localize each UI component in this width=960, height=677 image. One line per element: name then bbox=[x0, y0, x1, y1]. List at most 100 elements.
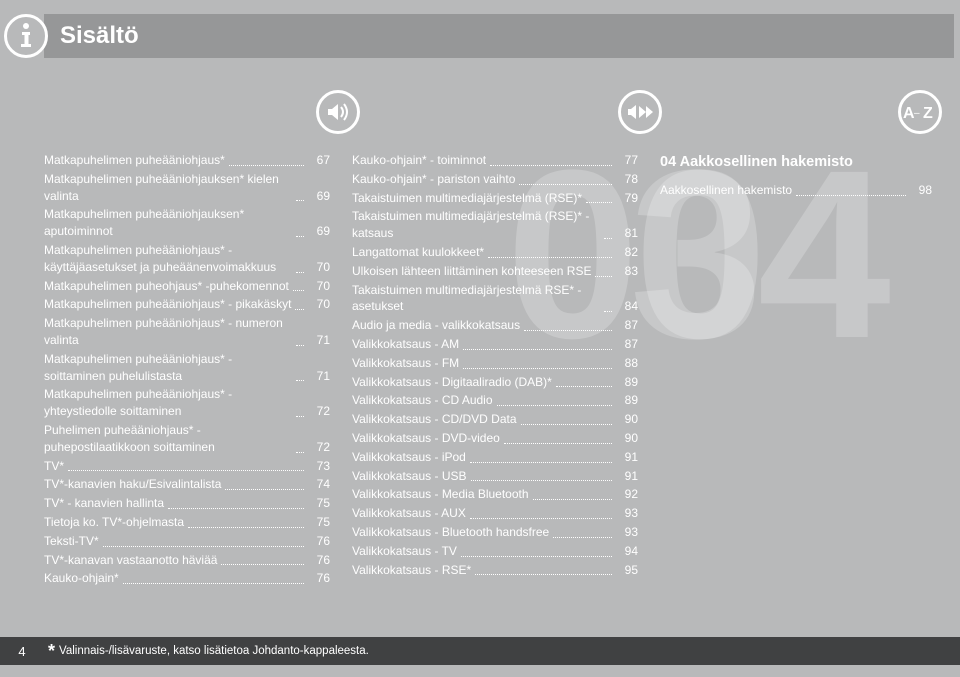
toc-entry-text: Matkapuhelimen puheääniohjaus* bbox=[44, 152, 225, 169]
toc-entry-text: Matkapuhelimen puheohjaus* -puhekomennot bbox=[44, 278, 289, 295]
toc-entry-text: Matkapuhelimen puheääniohjauksen* aputoi… bbox=[44, 206, 292, 240]
toc-entry-text: Audio ja media - valikkokatsaus bbox=[352, 317, 520, 334]
toc-entry: Valikkokatsaus - Digitaaliradio (DAB)* 89 bbox=[352, 374, 638, 391]
toc-entry-page: 79 bbox=[616, 190, 638, 207]
toc-entry-page: 76 bbox=[308, 552, 330, 569]
toc-entry-text: Aakkosellinen hakemisto bbox=[660, 182, 792, 199]
toc-dotted-fill bbox=[103, 546, 304, 547]
toc-dotted-fill bbox=[295, 309, 304, 310]
toc-entry: Matkapuhelimen puheääniohjauksen* kielen… bbox=[44, 171, 330, 205]
toc-entry: Valikkokatsaus - AUX 93 bbox=[352, 505, 638, 522]
toc-entry-text: Matkapuhelimen puheääniohjaus* - yhteyst… bbox=[44, 386, 292, 420]
toc-dotted-fill bbox=[296, 452, 304, 453]
toc-entry-page: 74 bbox=[308, 476, 330, 493]
page-root: Sisältö A – Z Matkapuhelimen puh bbox=[0, 0, 960, 677]
toc-entry-page: 91 bbox=[616, 449, 638, 466]
toc-entry: Matkapuhelimen puheääniohjaus* - numeron… bbox=[44, 315, 330, 349]
toc-entry-page: 76 bbox=[308, 570, 330, 587]
toc-entry-text: Valikkokatsaus - FM bbox=[352, 355, 459, 372]
toc-entry-text: Valikkokatsaus - AM bbox=[352, 336, 459, 353]
toc-entry: Valikkokatsaus - FM88 bbox=[352, 355, 638, 372]
toc-entry-page: 70 bbox=[308, 278, 330, 295]
toc-entry-text: Valikkokatsaus - TV bbox=[352, 543, 457, 560]
toc-entry-page: 78 bbox=[616, 171, 638, 188]
svg-text:Z: Z bbox=[923, 105, 933, 122]
toc-entry-text: Teksti-TV* bbox=[44, 533, 99, 550]
toc-entry-text: Valikkokatsaus - DVD-video bbox=[352, 430, 500, 447]
toc-dotted-fill bbox=[595, 276, 612, 277]
toc-entry-text: Valikkokatsaus - Bluetooth handsfree bbox=[352, 524, 549, 541]
toc-entry-text: TV*-kanavan vastaanotto häviää bbox=[44, 552, 217, 569]
toc-entry-page: 72 bbox=[308, 403, 330, 420]
toc-column-3: 04 04 Aakkosellinen hakemisto Aakkoselli… bbox=[660, 152, 932, 617]
toc-entry-text: Takaistuimen multimediajärjestelmä (RSE)… bbox=[352, 208, 600, 242]
toc-dotted-fill bbox=[488, 257, 612, 258]
toc-dotted-fill bbox=[296, 345, 304, 346]
toc-entry-text: Valikkokatsaus - Media Bluetooth bbox=[352, 486, 529, 503]
toc-dotted-fill bbox=[604, 311, 612, 312]
toc-dotted-fill bbox=[556, 386, 612, 387]
toc-entry-page: 72 bbox=[308, 439, 330, 456]
toc-entry-page: 90 bbox=[616, 411, 638, 428]
toc-entry: Valikkokatsaus - USB91 bbox=[352, 468, 638, 485]
toc-entry-text: Valikkokatsaus - USB bbox=[352, 468, 467, 485]
toc-entry: Matkapuhelimen puheääniohjauksen* aputoi… bbox=[44, 206, 330, 240]
toc-dotted-fill bbox=[470, 518, 612, 519]
toc-entry-text: Valikkokatsaus - AUX bbox=[352, 505, 466, 522]
toc-dotted-fill bbox=[604, 238, 612, 239]
speaker-icon bbox=[316, 90, 360, 134]
toc-dotted-fill bbox=[521, 424, 613, 425]
toc-entry-text: Matkapuhelimen puheääniohjaus* - numeron… bbox=[44, 315, 292, 349]
toc-entry-text: Valikkokatsaus - CD/DVD Data bbox=[352, 411, 517, 428]
toc-entry: Valikkokatsaus - AM87 bbox=[352, 336, 638, 353]
toc-entry: Kauko-ohjain*76 bbox=[44, 570, 330, 587]
toc-entry: Matkapuhelimen puheohjaus* -puhekomennot… bbox=[44, 278, 330, 295]
toc-dotted-fill bbox=[586, 202, 612, 203]
toc-entry-page: 67 bbox=[308, 152, 330, 169]
content-area: Matkapuhelimen puheääniohjaus*67Matkapuh… bbox=[44, 152, 940, 617]
toc-entry-page: 77 bbox=[616, 152, 638, 169]
toc-dotted-fill bbox=[533, 499, 612, 500]
footnote-star-icon: * bbox=[48, 641, 55, 662]
toc-entry: Valikkokatsaus - DVD-video90 bbox=[352, 430, 638, 447]
toc-entry: Takaistuimen multimediajärjestelmä (RSE)… bbox=[352, 190, 638, 207]
toc-dotted-fill bbox=[463, 349, 612, 350]
svg-text:–: – bbox=[914, 108, 920, 119]
toc-dotted-fill bbox=[229, 165, 304, 166]
toc-column-1: Matkapuhelimen puheääniohjaus*67Matkapuh… bbox=[44, 152, 330, 617]
toc-entry: Matkapuhelimen puheääniohjaus* - käyttäj… bbox=[44, 242, 330, 276]
footer-page-number: 4 bbox=[0, 644, 44, 659]
toc-entry: Valikkokatsaus - iPod 91 bbox=[352, 449, 638, 466]
toc-entry: Teksti-TV*76 bbox=[44, 533, 330, 550]
toc-entry: TV* - kanavien hallinta75 bbox=[44, 495, 330, 512]
toc-entry-text: Valikkokatsaus - iPod bbox=[352, 449, 466, 466]
toc-dotted-fill bbox=[461, 556, 612, 557]
toc-entry: Puhelimen puheääniohjaus* - puhepostilaa… bbox=[44, 422, 330, 456]
toc-entry: TV*73 bbox=[44, 458, 330, 475]
toc-entry: TV*-kanavan vastaanotto häviää 76 bbox=[44, 552, 330, 569]
toc-entry-text: TV* - kanavien hallinta bbox=[44, 495, 164, 512]
toc-entry-page: 82 bbox=[616, 244, 638, 261]
toc-column-2: 03 Kauko-ohjain* - toiminnot77Kauko-ohja… bbox=[352, 152, 638, 617]
toc-dotted-fill bbox=[296, 236, 304, 237]
a-z-icon: A – Z bbox=[898, 90, 942, 134]
toc-entry: Valikkokatsaus - RSE*95 bbox=[352, 562, 638, 579]
footnote-text: Valinnais-/lisävaruste, katso lisätietoa… bbox=[59, 645, 369, 657]
toc-entry-page: 93 bbox=[616, 505, 638, 522]
toc-entry-text: Kauko-ohjain* - toiminnot bbox=[352, 152, 486, 169]
toc-entry-page: 89 bbox=[616, 374, 638, 391]
toc-dotted-fill bbox=[225, 489, 304, 490]
toc-entry: Ulkoisen lähteen liittäminen kohteeseen … bbox=[352, 263, 638, 280]
toc-entry-text: Langattomat kuulokkeet* bbox=[352, 244, 484, 261]
toc-dotted-fill bbox=[475, 574, 612, 575]
toc-entry: Matkapuhelimen puheääniohjaus* 67 bbox=[44, 152, 330, 169]
toc-dotted-fill bbox=[524, 330, 612, 331]
toc-entry-page: 73 bbox=[308, 458, 330, 475]
toc-dotted-fill bbox=[221, 564, 304, 565]
toc-entry: Matkapuhelimen puheääniohjaus* - pikakäs… bbox=[44, 296, 330, 313]
toc-entry-text: Valikkokatsaus - Digitaaliradio (DAB)* bbox=[352, 374, 552, 391]
toc-entry-page: 71 bbox=[308, 368, 330, 385]
toc-entry: Valikkokatsaus - CD/DVD Data 90 bbox=[352, 411, 638, 428]
toc-dotted-fill bbox=[504, 443, 612, 444]
toc-entry: Takaistuimen multimediajärjestelmä (RSE)… bbox=[352, 208, 638, 242]
